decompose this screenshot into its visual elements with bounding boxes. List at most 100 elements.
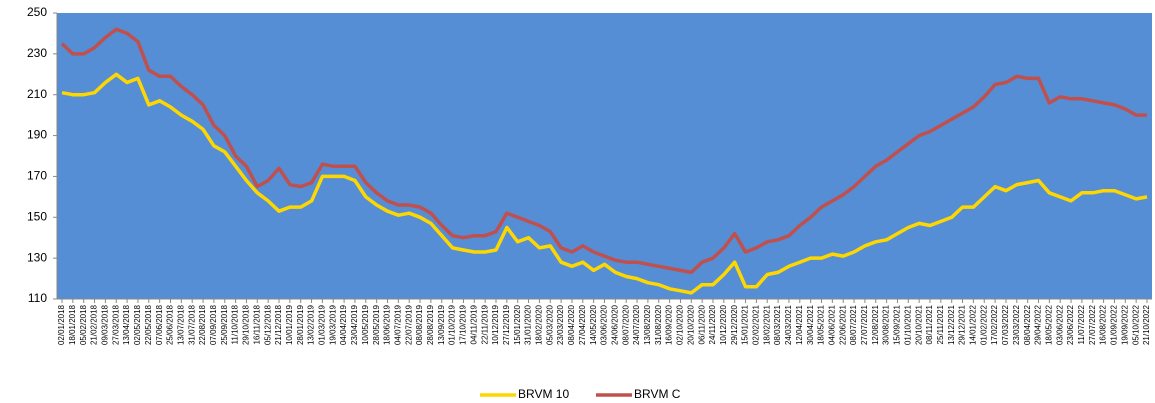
x-tick-label: 24/07/2020 (632, 304, 641, 345)
x-tick-label: 18/02/2020 (535, 304, 544, 345)
x-tick-label: 31/07/2018 (187, 304, 196, 345)
x-tick-label: 03/06/2020 (600, 304, 609, 345)
x-tick-label: 21/02/2018 (90, 304, 99, 345)
x-tick-label: 21/12/2018 (274, 304, 283, 345)
x-tick-label: 19/09/2022 (1120, 304, 1129, 345)
y-tick-label: 150 (27, 209, 47, 223)
x-tick-label: 21/10/2022 (1142, 304, 1151, 345)
x-tick-label: 31/08/2020 (654, 304, 663, 345)
x-tick-label: 17/02/2022 (990, 304, 999, 345)
x-tick-label: 12/04/2021 (795, 304, 804, 345)
x-tick-label: 25/11/2021 (936, 304, 945, 344)
x-tick-label: 10/12/2020 (719, 304, 728, 345)
x-tick-label: 11/10/2018 (231, 304, 240, 344)
x-tick-label: 31/01/2020 (524, 304, 533, 345)
x-tick-label: 27/07/2021 (860, 304, 869, 345)
x-tick-label: 10/05/2019 (361, 304, 370, 345)
x-tick-label: 27/12/2019 (502, 304, 511, 345)
x-tick-label: 07/09/2018 (209, 304, 218, 345)
x-tick-label: 22/05/2018 (144, 304, 153, 345)
x-tick-label: 14/05/2020 (589, 304, 598, 345)
y-tick-label: 230 (27, 46, 47, 60)
x-tick-label: 15/09/2021 (893, 304, 902, 345)
x-tick-label: 29/04/2022 (1034, 304, 1043, 345)
y-tick-label: 250 (27, 5, 47, 19)
x-tick-label: 24/03/2021 (784, 304, 793, 345)
x-tick-label: 02/10/2020 (676, 304, 685, 345)
x-tick-label: 18/02/2021 (762, 304, 771, 345)
x-tick-label: 01/09/2022 (1110, 304, 1119, 345)
x-tick-label: 04/06/2021 (827, 304, 836, 345)
x-tick-label: 28/08/2019 (426, 304, 435, 345)
x-tick-label: 08/04/2022 (1023, 304, 1032, 345)
x-tick-label: 04/11/2019 (469, 304, 478, 344)
y-tick-label: 210 (27, 87, 47, 101)
x-tick-label: 25/09/2018 (220, 304, 229, 345)
x-tick-label: 17/10/2019 (459, 304, 468, 345)
x-tick-label: 29/10/2018 (242, 304, 251, 345)
x-tick-label: 29/12/2021 (958, 304, 967, 345)
x-tick-label: 13/08/2020 (643, 304, 652, 345)
x-tick-label: 20/10/2020 (686, 304, 695, 345)
x-tick-label: 20/10/2021 (914, 304, 923, 345)
x-tick-label: 24/06/2020 (610, 304, 619, 345)
x-tick-label: 18/06/2019 (383, 304, 392, 345)
x-tick-label: 04/04/2019 (339, 304, 348, 345)
x-tick-label: 16/11/2018 (252, 304, 261, 344)
x-tick-label: 06/11/2020 (697, 304, 706, 344)
x-tick-label: 08/07/2020 (621, 304, 630, 345)
x-tick-label: 01/10/2019 (448, 304, 457, 345)
x-tick-label: 23/03/2022 (1012, 304, 1021, 345)
x-tick-label: 15/01/2021 (741, 304, 750, 345)
x-tick-label: 13/04/2018 (122, 304, 131, 345)
x-tick-label: 01/10/2021 (903, 304, 912, 345)
plot-area (57, 13, 1152, 299)
x-tick-label: 16/09/2020 (665, 304, 674, 345)
x-tick-label: 02/05/2018 (133, 304, 142, 345)
x-tick-label: 15/01/2020 (513, 304, 522, 345)
series-line (60, 27, 1147, 275)
x-tick-label: 02/01/2018 (57, 304, 66, 345)
x-tick-label: 25/06/2018 (166, 304, 175, 345)
x-tick-label: 22/07/2019 (404, 304, 413, 345)
x-tick-label: 12/08/2021 (871, 304, 880, 345)
x-tick-label: 28/05/2019 (372, 304, 381, 345)
x-tick-label: 02/02/2021 (752, 304, 761, 345)
y-tick-label: 170 (27, 169, 47, 183)
x-tick-label: 13/12/2021 (947, 304, 956, 345)
x-tick-label: 10/01/2019 (285, 304, 294, 345)
x-tick-label: 19/03/2019 (328, 304, 337, 345)
x-tick-label: 14/01/2022 (969, 304, 978, 345)
y-tick-label: 130 (27, 250, 47, 264)
x-tick-label: 05/03/2020 (545, 304, 554, 345)
legend-label: BRVM C (634, 387, 681, 401)
x-tick-label: 03/06/2022 (1055, 304, 1064, 345)
x-tick-label: 13/09/2019 (437, 304, 446, 345)
x-tick-label: 05/12/2018 (263, 304, 272, 345)
x-tick-label: 08/04/2020 (567, 304, 576, 345)
x-tick-label: 27/07/2022 (1088, 304, 1097, 345)
x-tick-label: 08/11/2021 (925, 304, 934, 344)
x-tick-label: 11/07/2022 (1077, 304, 1086, 344)
x-tick-label: 24/11/2020 (708, 304, 717, 344)
x-tick-label: 01/02/2022 (979, 304, 988, 345)
x-tick-label: 22/08/2018 (198, 304, 207, 345)
x-tick-label: 27/03/2018 (111, 304, 120, 345)
x-tick-label: 07/03/2022 (1001, 304, 1010, 345)
x-tick-label: 27/04/2020 (578, 304, 587, 345)
x-tick-label: 22/06/2021 (838, 304, 847, 345)
x-tick-label: 18/05/2022 (1044, 304, 1053, 345)
x-tick-label: 08/03/2021 (773, 304, 782, 345)
x-tick-label: 13/07/2018 (176, 304, 185, 345)
y-tick-label: 190 (27, 128, 47, 142)
x-tick-label: 05/02/2018 (79, 304, 88, 345)
x-tick-label: 16/08/2022 (1099, 304, 1108, 345)
x-tick-label: 29/12/2020 (730, 304, 739, 345)
x-tick-label: 28/01/2019 (296, 304, 305, 345)
legend-label: BRVM 10 (518, 387, 569, 401)
x-tick-label: 18/05/2021 (817, 304, 826, 345)
x-tick-label: 13/02/2019 (307, 304, 316, 345)
x-tick-label: 01/03/2019 (318, 304, 327, 345)
